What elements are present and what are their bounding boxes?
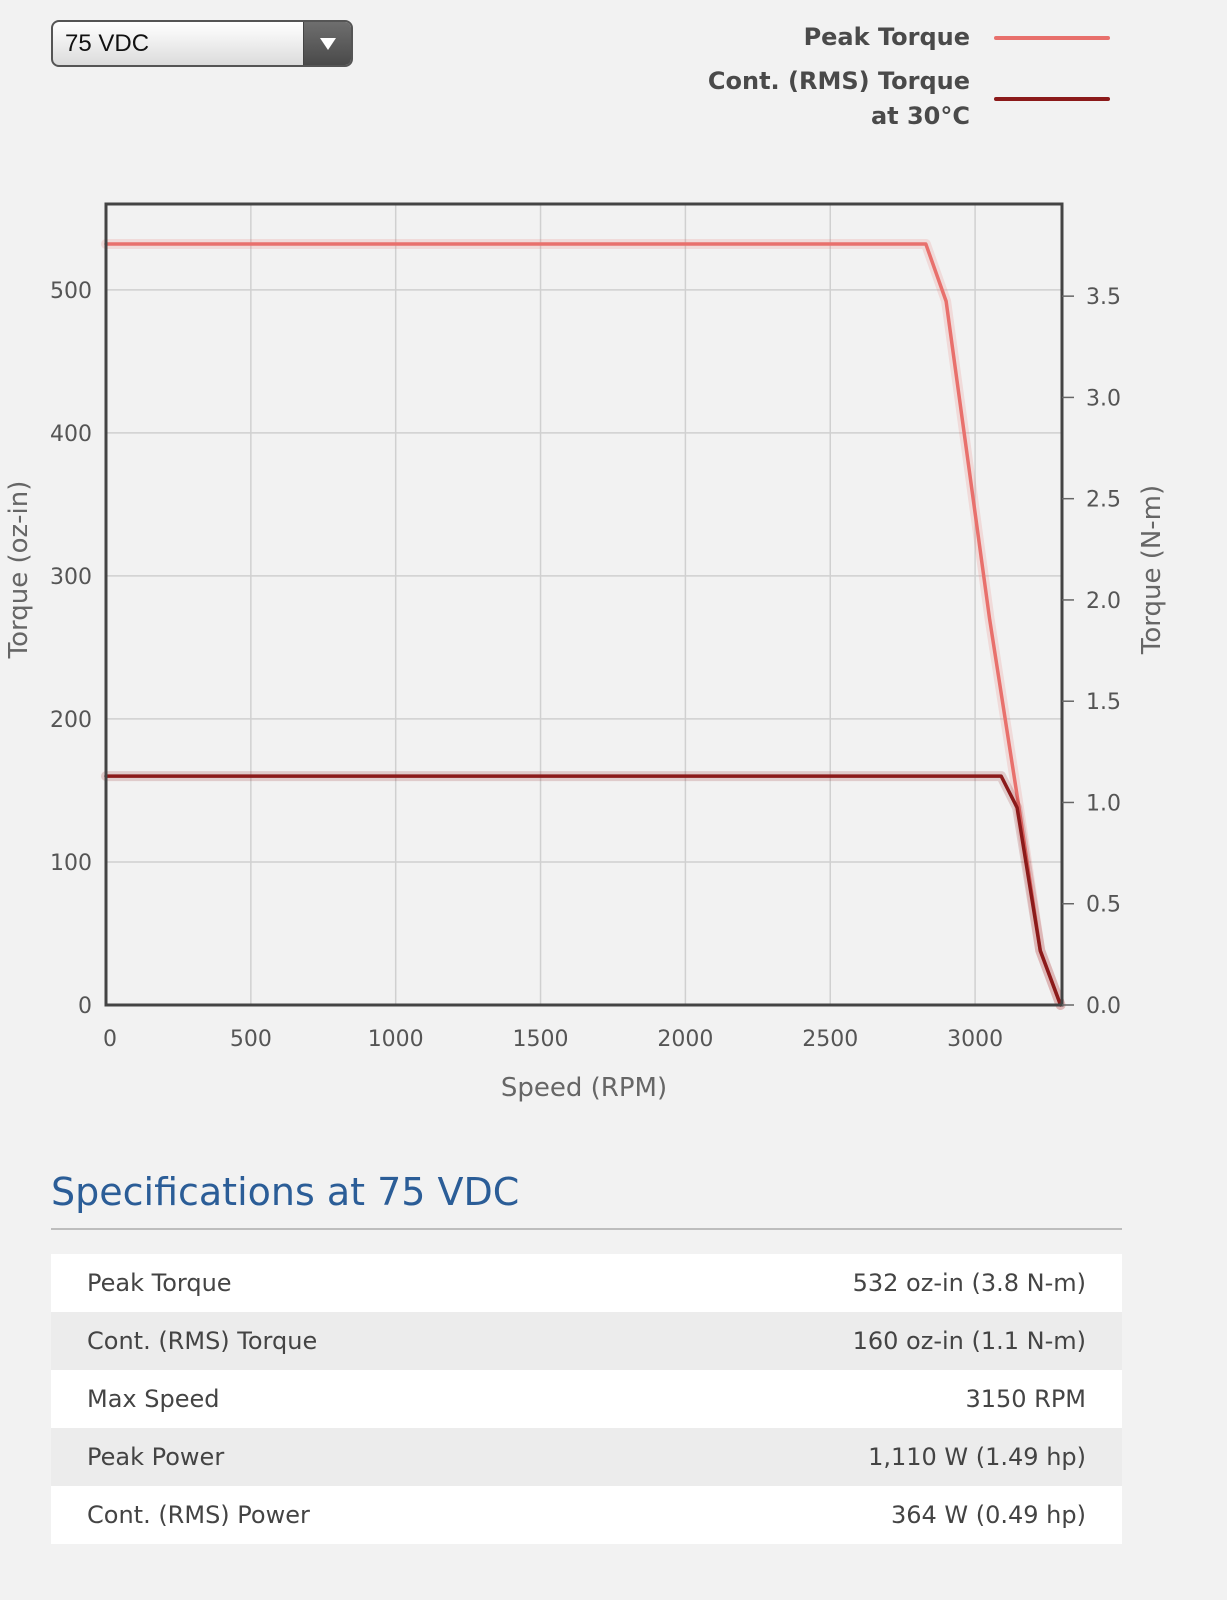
chevron-down-icon bbox=[320, 38, 336, 50]
y2-tick-label: 3.5 bbox=[1086, 285, 1121, 310]
voltage-select-value: 75 VDC bbox=[65, 30, 150, 57]
y-tick-label: 200 bbox=[50, 708, 92, 733]
spec-value: 364 W (0.49 hp) bbox=[890, 1501, 1086, 1529]
legend-label-cont-torque: Cont. (RMS) Torque at 30°C bbox=[707, 67, 970, 130]
y2-tick-label: 3.0 bbox=[1086, 386, 1121, 411]
spec-row: Cont. (RMS) Torque 160 oz-in (1.1 N-m) bbox=[51, 1312, 1122, 1370]
y-tick-label: 100 bbox=[50, 851, 92, 876]
spec-row: Peak Torque 532 oz-in (3.8 N-m) bbox=[51, 1254, 1122, 1312]
spec-row: Peak Power 1,110 W (1.49 hp) bbox=[51, 1428, 1122, 1486]
x-tick-label: 1500 bbox=[513, 1027, 569, 1052]
spec-label: Max Speed bbox=[87, 1385, 220, 1413]
spec-value: 532 oz-in (3.8 N-m) bbox=[852, 1269, 1086, 1297]
spec-label: Cont. (RMS) Torque bbox=[87, 1327, 318, 1355]
legend-swatch-cont-torque bbox=[994, 97, 1110, 101]
spec-label: Peak Power bbox=[87, 1443, 225, 1471]
y-axis-title: Torque (oz-in) bbox=[4, 481, 34, 660]
x-tick-label: 1000 bbox=[368, 1027, 424, 1052]
y2-axis-title: Torque (N-m) bbox=[1137, 485, 1167, 655]
spec-row: Cont. (RMS) Power 364 W (0.49 hp) bbox=[51, 1486, 1122, 1544]
y-tick-label: 400 bbox=[50, 422, 92, 447]
y-tick-label: 300 bbox=[50, 565, 92, 590]
y2-tick-label: 1.5 bbox=[1086, 690, 1121, 715]
series-line-2 bbox=[104, 774, 1063, 1007]
plot-frame bbox=[104, 202, 1064, 1007]
specs-divider bbox=[51, 1228, 1122, 1230]
spec-row: Max Speed 3150 RPM bbox=[51, 1370, 1122, 1428]
x-tick-label: 0 bbox=[103, 1027, 117, 1052]
spec-label: Peak Torque bbox=[87, 1269, 232, 1297]
spec-value: 1,110 W (1.49 hp) bbox=[868, 1443, 1086, 1471]
specs-title: Specifications at 75 VDC bbox=[51, 1170, 520, 1214]
legend-label-peak-torque: Peak Torque bbox=[803, 23, 970, 51]
plot-area bbox=[106, 204, 1062, 1005]
torque-speed-chart: 0 100 200 300 400 500 0.0 0.5 1.0 1.5 2.0 2.5 3.0 3.5… bbox=[4, 202, 1167, 1103]
dropdown-arrow-button[interactable] bbox=[303, 22, 351, 65]
spec-label: Cont. (RMS) Power bbox=[87, 1501, 310, 1529]
x-axis-title: Speed (RPM) bbox=[501, 1073, 667, 1103]
spec-value: 3150 RPM bbox=[965, 1385, 1086, 1413]
y2-tick-label: 0.0 bbox=[1086, 994, 1121, 1019]
legend-swatch-peak-torque bbox=[994, 36, 1110, 40]
specs-table: Peak Torque 532 oz-in (3.8 N-m) Cont. (RMS… bbox=[51, 1254, 1122, 1544]
x-tick-label: 2500 bbox=[802, 1027, 858, 1052]
y2-tick-label: 1.0 bbox=[1086, 791, 1121, 816]
y2-tick-label: 0.5 bbox=[1086, 893, 1121, 918]
y-tick-label: 500 bbox=[50, 279, 92, 304]
x-tick-label: 2000 bbox=[657, 1027, 713, 1052]
y2-tick-label: 2.0 bbox=[1086, 589, 1121, 614]
y-tick-label: 0 bbox=[78, 994, 92, 1019]
x-tick-label: 500 bbox=[230, 1027, 272, 1052]
voltage-select[interactable]: 75 VDC bbox=[51, 20, 353, 67]
spec-value: 160 oz-in (1.1 N-m) bbox=[852, 1327, 1086, 1355]
y2-tick-label: 2.5 bbox=[1086, 488, 1121, 513]
x-tick-label: 3000 bbox=[947, 1027, 1003, 1052]
